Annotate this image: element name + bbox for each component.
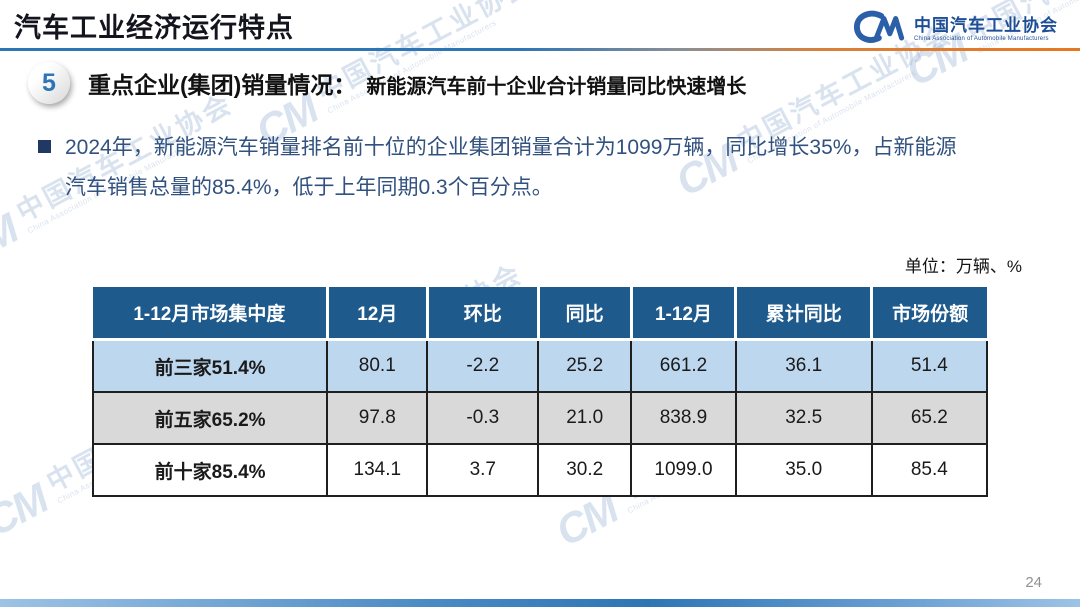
table-row: 前三家51.4% 80.1 -2.2 25.2 661.2 36.1 51.4	[91, 338, 989, 393]
bullet-square-icon	[38, 140, 51, 153]
table-row: 前十家85.4% 134.1 3.7 30.2 1099.0 35.0 85.4	[91, 443, 989, 497]
table-cell: 85.4	[870, 443, 989, 497]
table-row-label: 前三家51.4%	[91, 338, 329, 393]
table-header-cell: 累计同比	[734, 287, 872, 341]
bullet-text: 2024年，新能源汽车销量排名前十位的企业集团销量合计为1099万辆，同比增长3…	[65, 128, 956, 208]
table-cell: 21.0	[537, 391, 633, 445]
footer-bar	[0, 599, 1080, 607]
page-title: 汽车工业经济运行特点	[14, 13, 294, 43]
caam-logo-name-cn: 中国汽车工业协会	[914, 16, 1058, 36]
table-header-cell: 12月	[325, 287, 428, 341]
table-cell: 35.0	[734, 443, 873, 497]
table-cell: -0.3	[426, 391, 540, 445]
table-cell: 3.7	[426, 443, 540, 497]
table-cell: 80.1	[326, 338, 429, 393]
bullet-text-line: 汽车销售总量的85.4%，低于上年同期0.3个百分点。	[65, 176, 553, 199]
table-cell: 36.1	[734, 338, 873, 393]
caam-watermark-glyph-icon: CM	[0, 474, 55, 545]
table-header-cell: 环比	[425, 287, 539, 341]
concentration-table: 1-12月市场集中度 12月 环比 同比 1-12月 累计同比 市场份额 前三家…	[91, 287, 989, 497]
table-header-cell: 市场份额	[870, 287, 987, 341]
section-heading-sub: 新能源汽车前十企业合计销量同比快速增长	[366, 76, 747, 98]
table-cell: 838.9	[630, 391, 737, 445]
section-heading-main: 重点企业(集团)销量情况：	[88, 72, 357, 98]
table-header-cell: 1-12月市场集中度	[93, 287, 328, 341]
caam-watermark-glyph-icon: CM	[0, 204, 25, 275]
bullet-text-line: 2024年，新能源汽车销量排名前十位的企业集团销量合计为1099万辆，同比增长3…	[65, 136, 957, 159]
section-heading-row: 5 重点企业(集团)销量情况： 新能源汽车前十企业合计销量同比快速增长	[28, 62, 746, 104]
header-divider	[0, 48, 1080, 51]
table-cell: -2.2	[426, 338, 540, 393]
table-cell: 134.1	[326, 443, 429, 497]
section-number: 5	[42, 68, 56, 97]
table-row-label: 前十家85.4%	[91, 443, 329, 497]
table-row: 前五家65.2% 97.8 -0.3 21.0 838.9 32.5 65.2	[91, 391, 989, 445]
table-header-cell: 1-12月	[629, 287, 736, 341]
unit-label: 单位：万辆、%	[904, 257, 1022, 276]
table-cell: 32.5	[734, 391, 873, 445]
table-header-row: 1-12月市场集中度 12月 环比 同比 1-12月 累计同比 市场份额	[93, 287, 987, 341]
table-cell: 30.2	[537, 443, 633, 497]
caam-logo-mark-icon	[851, 9, 905, 50]
bullet-paragraph: 2024年，新能源汽车销量排名前十位的企业集团销量合计为1099万辆，同比增长3…	[38, 128, 1048, 208]
table-cell: 25.2	[537, 338, 633, 393]
table-cell: 1099.0	[630, 443, 737, 497]
table-row-label: 前五家65.2%	[91, 391, 329, 445]
section-heading: 重点企业(集团)销量情况： 新能源汽车前十企业合计销量同比快速增长	[88, 66, 746, 100]
table-cell: 661.2	[630, 338, 737, 393]
section-number-badge: 5	[28, 62, 70, 104]
caam-logo: 中国汽车工业协会 China Association of Automobile…	[851, 9, 1058, 50]
caam-watermark-glyph-icon: CM	[548, 484, 625, 555]
table-cell: 97.8	[326, 391, 429, 445]
table-cell: 65.2	[870, 391, 989, 445]
page-number: 24	[1025, 574, 1042, 591]
caam-logo-name-en: China Association of Automobile Manufact…	[914, 35, 1049, 42]
table-header-cell: 同比	[536, 287, 632, 341]
table-cell: 51.4	[870, 338, 989, 393]
